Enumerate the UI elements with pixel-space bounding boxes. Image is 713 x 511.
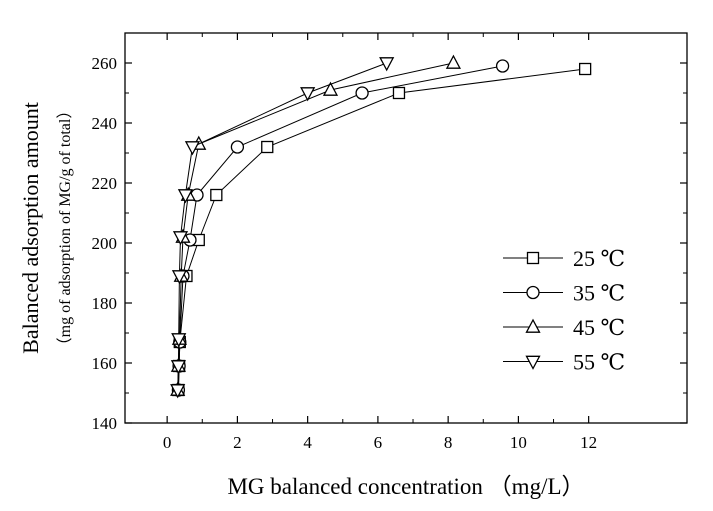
y-tick-label: 240 [92, 114, 118, 133]
legend-label: 25 ℃ [573, 246, 625, 271]
data-point [392, 86, 406, 100]
series-line [177, 62, 387, 391]
y-tick-label: 200 [92, 234, 118, 253]
y-axis-sublabel: （mg of adsorption of MG/g of total） [56, 103, 74, 354]
data-point [261, 140, 274, 154]
legend-item: 45 ℃ [503, 315, 625, 340]
x-tick-label: 12 [580, 433, 597, 452]
legend-marker [526, 251, 540, 265]
legend: 25 ℃ 35 ℃ 45 ℃ 55 ℃ [503, 246, 625, 375]
data-point [172, 231, 189, 246]
data-point [322, 81, 339, 96]
data-point [300, 87, 316, 102]
data-point [495, 59, 510, 73]
data-point [355, 86, 369, 100]
series-1 [172, 62, 592, 397]
legend-label: 55 ℃ [573, 350, 625, 375]
x-tick-label: 0 [163, 433, 172, 452]
x-tick-label: 6 [374, 433, 383, 452]
series-3 [170, 54, 462, 396]
y-tick-label: 160 [92, 354, 118, 373]
y-tick-label: 260 [92, 54, 118, 73]
y-tick-label: 180 [92, 294, 118, 313]
legend-marker [525, 318, 541, 333]
axis-ticks: 0 2 4 6 8 10 12 140 160 180 200 220 240 260 [92, 32, 687, 452]
legend-label: 35 ℃ [573, 281, 625, 306]
data-point [578, 62, 592, 76]
data-point [171, 333, 187, 348]
plot-frame [124, 32, 688, 424]
x-tick-label: 4 [303, 433, 312, 452]
data-point [379, 57, 395, 72]
series-group [170, 54, 592, 399]
legend-marker [525, 355, 541, 370]
x-tick-label: 10 [510, 433, 527, 452]
series-2 [171, 59, 510, 397]
data-point [210, 188, 223, 202]
data-point [445, 54, 462, 69]
data-point [171, 270, 188, 285]
y-tick-label: 140 [92, 414, 118, 433]
data-point [184, 141, 201, 156]
x-tick-label: 8 [444, 433, 453, 452]
data-point [230, 140, 245, 154]
series-4 [170, 57, 395, 399]
legend-label: 45 ℃ [573, 315, 625, 340]
legend-item: 25 ℃ [503, 246, 625, 271]
data-point [170, 384, 186, 399]
data-point [170, 360, 186, 375]
legend-item: 55 ℃ [503, 350, 625, 375]
legend-item: 35 ℃ [503, 281, 625, 306]
y-tick-label: 220 [92, 174, 118, 193]
series-line [177, 68, 586, 391]
series-line [177, 65, 503, 391]
data-point [177, 189, 193, 204]
y-axis-label: Balanced adsorption amount [18, 102, 43, 354]
series-line [177, 62, 454, 391]
x-tick-label: 2 [233, 433, 242, 452]
x-axis-label: MG balanced concentration （mg/L） [227, 474, 584, 499]
legend-marker [526, 285, 540, 300]
